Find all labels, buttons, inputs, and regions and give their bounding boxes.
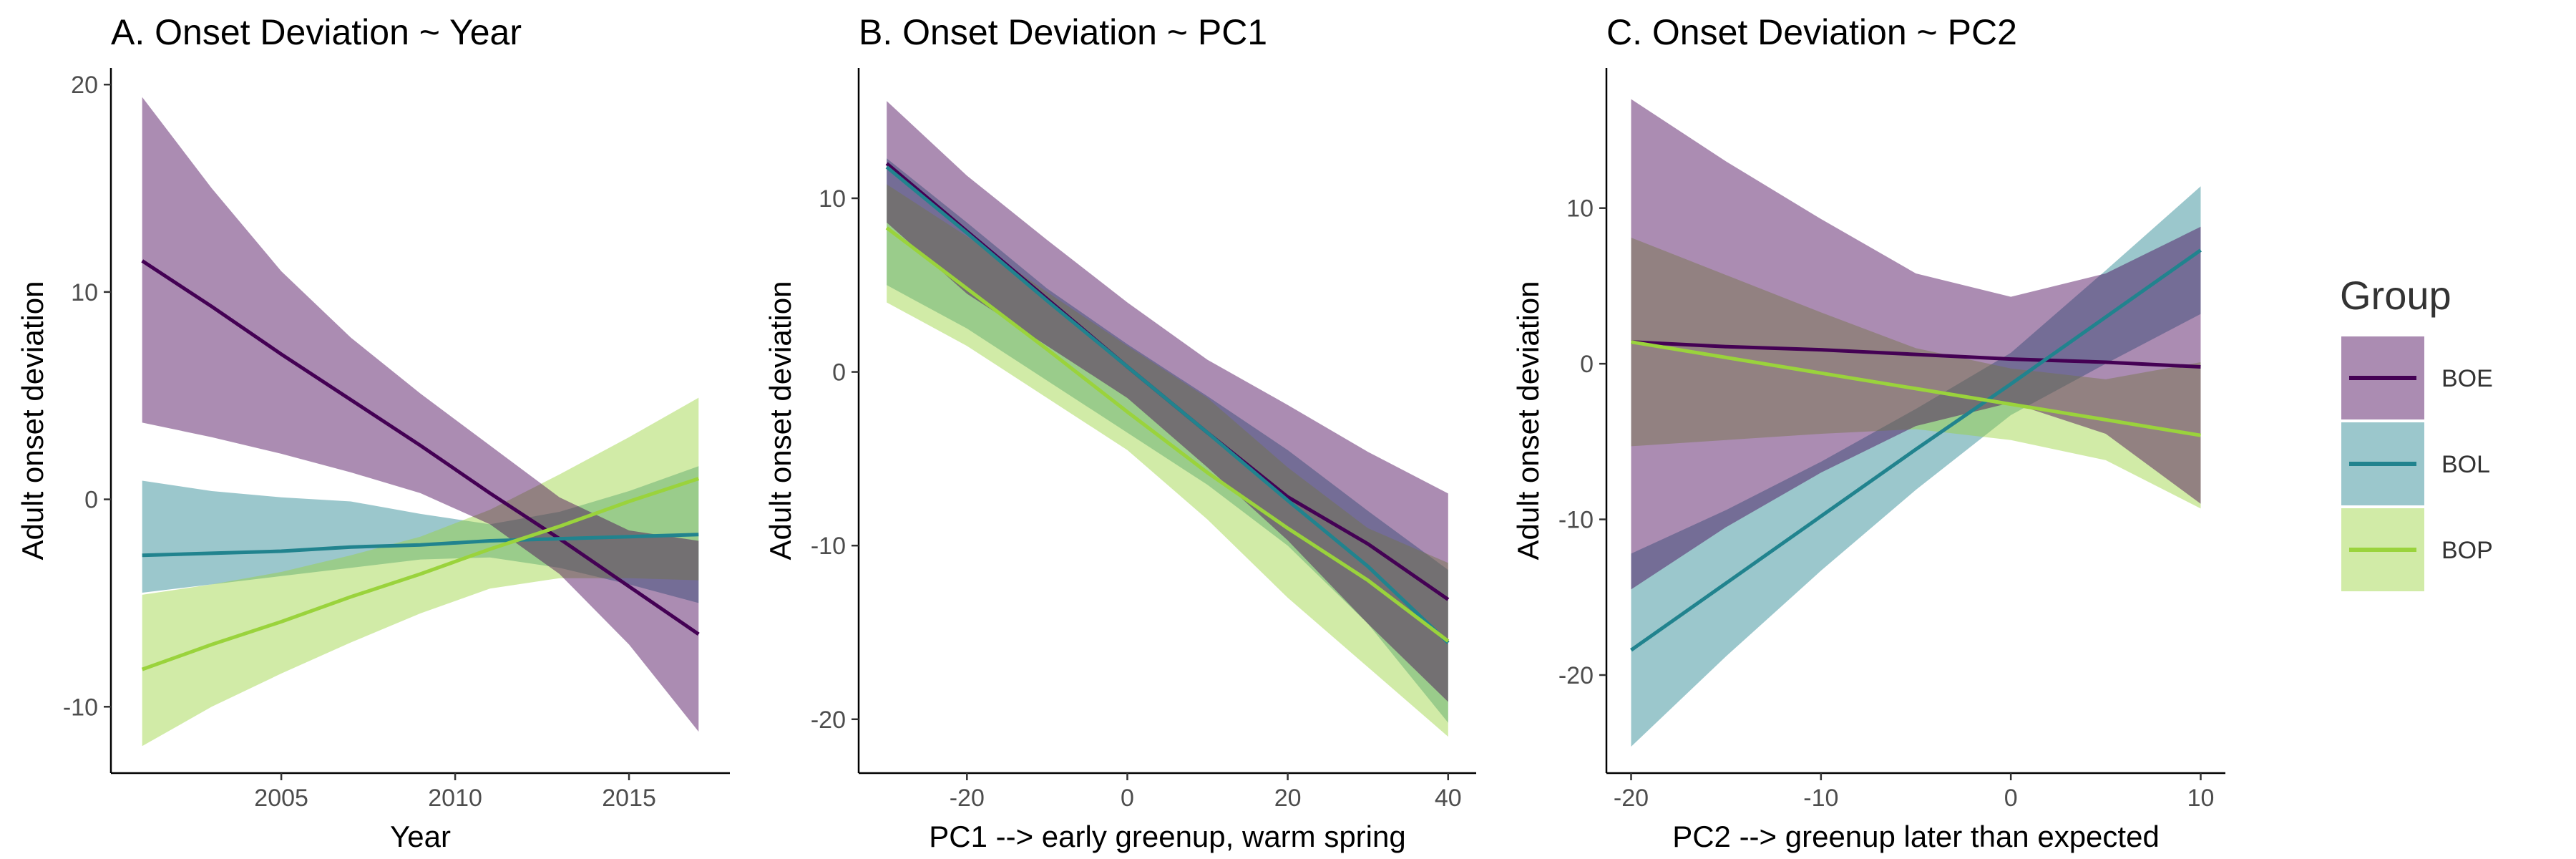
legend-item-boe: BOE xyxy=(2341,336,2493,419)
confidence-band-bol xyxy=(1631,186,2201,747)
x-axis-label: Year xyxy=(390,820,451,853)
legend-title: Group xyxy=(2340,273,2451,318)
x-tick-label: 2005 xyxy=(254,785,308,812)
x-tick-label: 10 xyxy=(2187,785,2215,812)
x-axis-label: PC1 --> early greenup, warm spring xyxy=(929,820,1405,853)
legend-label: BOE xyxy=(2441,365,2493,392)
x-tick-label: 2010 xyxy=(428,785,482,812)
y-tick-label: 10 xyxy=(71,279,98,306)
panel-title: B. Onset Deviation ~ PC1 xyxy=(859,12,1267,52)
y-tick-label: -10 xyxy=(1558,507,1594,534)
fit-line-boe xyxy=(1631,340,2201,369)
confidence-band-boe xyxy=(142,97,699,732)
y-axis-label: Adult onset deviation xyxy=(16,281,49,560)
x-tick-label: 0 xyxy=(2004,785,2018,812)
x-axis-label: PC2 --> greenup later than expected xyxy=(1672,820,2160,853)
x-tick-label: -10 xyxy=(1803,785,1838,812)
fit-line-bol xyxy=(885,165,1450,644)
y-tick-label: 0 xyxy=(1580,351,1594,378)
fit-line-bop xyxy=(1631,340,2201,437)
x-tick-label: 2015 xyxy=(602,785,656,812)
y-tick-label: -10 xyxy=(63,694,98,721)
x-tick-label: 0 xyxy=(1121,785,1134,812)
x-tick-label: 40 xyxy=(1435,785,1462,812)
y-tick-label: 20 xyxy=(71,72,98,99)
y-axis-label: Adult onset deviation xyxy=(1511,281,1545,560)
panel-title: C. Onset Deviation ~ PC2 xyxy=(1606,12,2017,52)
fit-line-boe xyxy=(141,259,700,636)
confidence-band-bop xyxy=(1631,238,2201,509)
panel-title: A. Onset Deviation ~ Year xyxy=(111,12,522,52)
panel-2: -20 0 20 40 -20 -10 0 10 B. Onset Deviation ~ PC… xyxy=(763,12,1476,853)
legend-item-bop: BOP xyxy=(2341,508,2493,591)
confidence-band-boe xyxy=(1631,99,2201,590)
x-tick-label: 20 xyxy=(1274,785,1302,812)
legend-item-bol: BOL xyxy=(2341,422,2490,505)
fit-line-bol xyxy=(142,533,699,558)
x-tick-label: -20 xyxy=(950,785,985,812)
fit-line-bop xyxy=(885,226,1450,643)
y-tick-label: -10 xyxy=(811,533,846,560)
y-tick-label: -20 xyxy=(1558,662,1594,689)
legend-label: BOP xyxy=(2441,537,2493,564)
fit-line-bop xyxy=(141,477,700,671)
confidence-band-bol xyxy=(142,466,699,603)
confidence-band-bop xyxy=(142,397,699,747)
legend: Group BOE BOL BOP xyxy=(2340,273,2493,591)
y-tick-label: 10 xyxy=(819,185,846,213)
y-tick-label: 0 xyxy=(832,359,846,387)
x-tick-label: -20 xyxy=(1614,785,1649,812)
confidence-band-bop xyxy=(887,184,1448,737)
y-tick-label: -20 xyxy=(811,707,846,734)
y-axis-label: Adult onset deviation xyxy=(763,281,797,560)
legend-label: BOL xyxy=(2441,451,2490,478)
panel-1: 2005 2010 2015 -10 0 10 20 A. Onset Deviation ~… xyxy=(16,12,730,853)
panel-3: -20 -10 0 10 -20 -10 0 10 C. Onset Deviation ~ P… xyxy=(1511,12,2225,853)
y-tick-label: 0 xyxy=(84,487,98,514)
fit-line-bol xyxy=(1630,248,2202,652)
y-tick-label: 10 xyxy=(1566,195,1594,223)
